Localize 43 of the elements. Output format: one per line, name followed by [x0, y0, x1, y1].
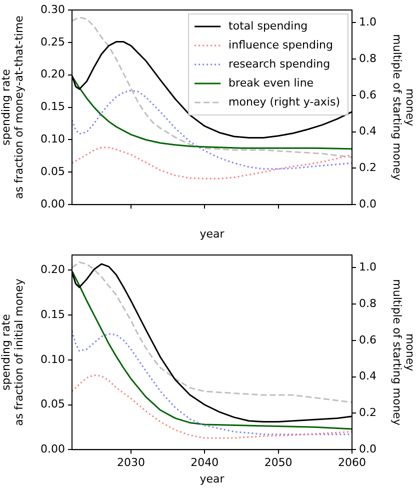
y-tick-label: 0.00: [40, 197, 65, 210]
line-series: [72, 90, 352, 170]
y-tick-label: 0.00: [40, 442, 65, 456]
y2-tick-label: 1.0: [359, 16, 376, 29]
y-tick-label: 0.15: [40, 308, 65, 321]
y-tick-label: 0.10: [40, 352, 65, 366]
y2-tick-label: 0.0: [359, 197, 376, 210]
y2-axis-title: money multiple of starting money: [390, 34, 416, 181]
line-series: [72, 146, 352, 180]
y-tick-label: 0.20: [40, 68, 65, 81]
x-axis-title: year: [200, 227, 225, 240]
y2-tick-label: 0.4: [359, 370, 376, 383]
y2-tick-label: 0.2: [359, 161, 376, 174]
legend-label: research spending: [228, 57, 330, 70]
line-series: [72, 374, 352, 439]
x-tick-label: 2050: [264, 456, 292, 470]
x-tick-label: 2040: [190, 456, 219, 470]
y-tick-label: 0.05: [40, 398, 65, 411]
y-tick-label: 0.25: [40, 35, 65, 48]
y-tick-label: 0.15: [40, 100, 65, 114]
y2-tick-label: 0.8: [359, 52, 376, 65]
y2-tick-label: 0.6: [359, 333, 376, 346]
y2-tick-label: 0.2: [359, 406, 376, 420]
y-tick-label: 0.20: [40, 263, 65, 276]
y-axis-title: spending rate as fraction of money-at-that-time: [0, 15, 26, 200]
y2-tick-label: 0.8: [359, 296, 376, 310]
legend-label: total spending: [228, 19, 308, 32]
x-axis-title: year: [200, 472, 225, 486]
legend-label: influence spending: [228, 38, 333, 52]
y-tick-label: 0.30: [40, 2, 65, 16]
line-series: [72, 330, 352, 436]
y-tick-label: 0.05: [40, 165, 65, 178]
y2-tick-label: 0.4: [359, 124, 376, 138]
y2-axis-title: money multiple of starting money: [390, 279, 416, 426]
legend-label: money (right y-axis): [228, 95, 340, 108]
y2-tick-label: 0.6: [359, 88, 376, 102]
y2-tick-label: 0.0: [359, 442, 376, 456]
y-axis-title: spending rate as fraction of initial money: [0, 278, 26, 426]
y-tick-label: 0.10: [40, 132, 65, 146]
legend-label: break even line: [228, 76, 314, 90]
x-tick-label: 2030: [116, 456, 145, 470]
x-tick-label: 2060: [338, 456, 366, 470]
y2-tick-label: 1.0: [359, 260, 376, 274]
